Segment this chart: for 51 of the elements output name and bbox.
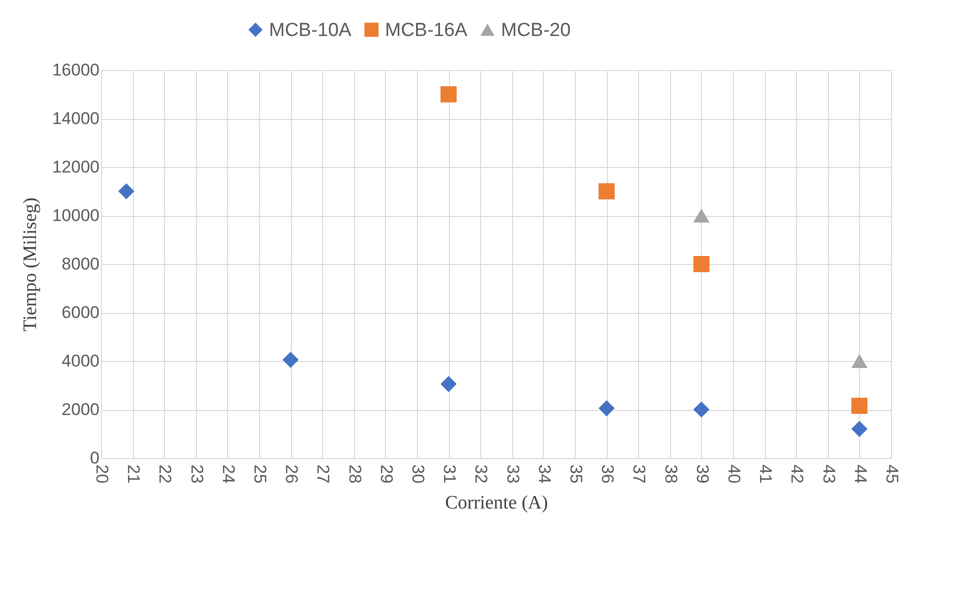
x-tick-label: 39: [692, 464, 712, 484]
y-tick-label: 16000: [52, 60, 100, 80]
x-tick-label: 23: [187, 464, 206, 484]
y-tick-label: 4000: [62, 352, 100, 370]
x-tick-label: 21: [124, 464, 144, 484]
legend-label: MCB-20: [501, 20, 571, 41]
x-tick-label: 41: [756, 464, 776, 484]
point: [851, 420, 868, 437]
x-tick-label: 37: [630, 464, 649, 484]
point: [598, 183, 615, 200]
x-tick-label: 22: [156, 464, 175, 484]
point: [851, 398, 868, 414]
x-tick-label: 29: [376, 464, 396, 484]
y-axis-title: Tiempo (Miliseg): [20, 198, 42, 332]
legend-label: MCB-10A: [269, 20, 352, 41]
point: [598, 400, 615, 416]
x-tick-label: 25: [250, 464, 270, 484]
x-tick-label: 31: [440, 464, 460, 484]
y-tick-label: 8000: [62, 254, 100, 274]
y-tick-label: 6000: [62, 303, 100, 322]
x-tick-label: 36: [598, 464, 618, 484]
y-tick-label: 10000: [52, 206, 100, 225]
point: [118, 183, 134, 200]
point: [440, 376, 457, 392]
y-tick-label: 14000: [52, 109, 100, 128]
x-tick-label: 27: [314, 464, 333, 484]
point: [693, 208, 710, 222]
point: [851, 354, 868, 368]
y-tick-label: 12000: [52, 158, 100, 176]
point: [693, 256, 710, 272]
x-tick-label: 26: [282, 464, 302, 484]
x-tick-label: 24: [218, 464, 238, 484]
x-axis-title: Corriente (A): [445, 492, 548, 514]
x-tick-label: 43: [819, 464, 838, 484]
x-tick-label: 38: [661, 464, 680, 484]
x-tick-label: 34: [534, 464, 554, 484]
x-tick-label: 40: [724, 464, 744, 484]
legend-label: MCB-16A: [385, 20, 468, 41]
x-tick-label: 44: [850, 464, 870, 484]
x-tick-label: 42: [788, 464, 807, 484]
x-tick-label: 20: [92, 464, 112, 484]
point: [282, 352, 299, 368]
x-tick-label: 33: [503, 464, 522, 484]
x-tick-label: 28: [345, 464, 364, 484]
point: [693, 401, 710, 418]
x-tick-label: 32: [472, 464, 491, 484]
point: [440, 86, 457, 102]
y-tick-label: 2000: [62, 400, 100, 419]
x-tick-label: 35: [566, 464, 586, 484]
x-tick-label: 45: [882, 464, 902, 484]
x-tick-label: 30: [408, 464, 428, 484]
